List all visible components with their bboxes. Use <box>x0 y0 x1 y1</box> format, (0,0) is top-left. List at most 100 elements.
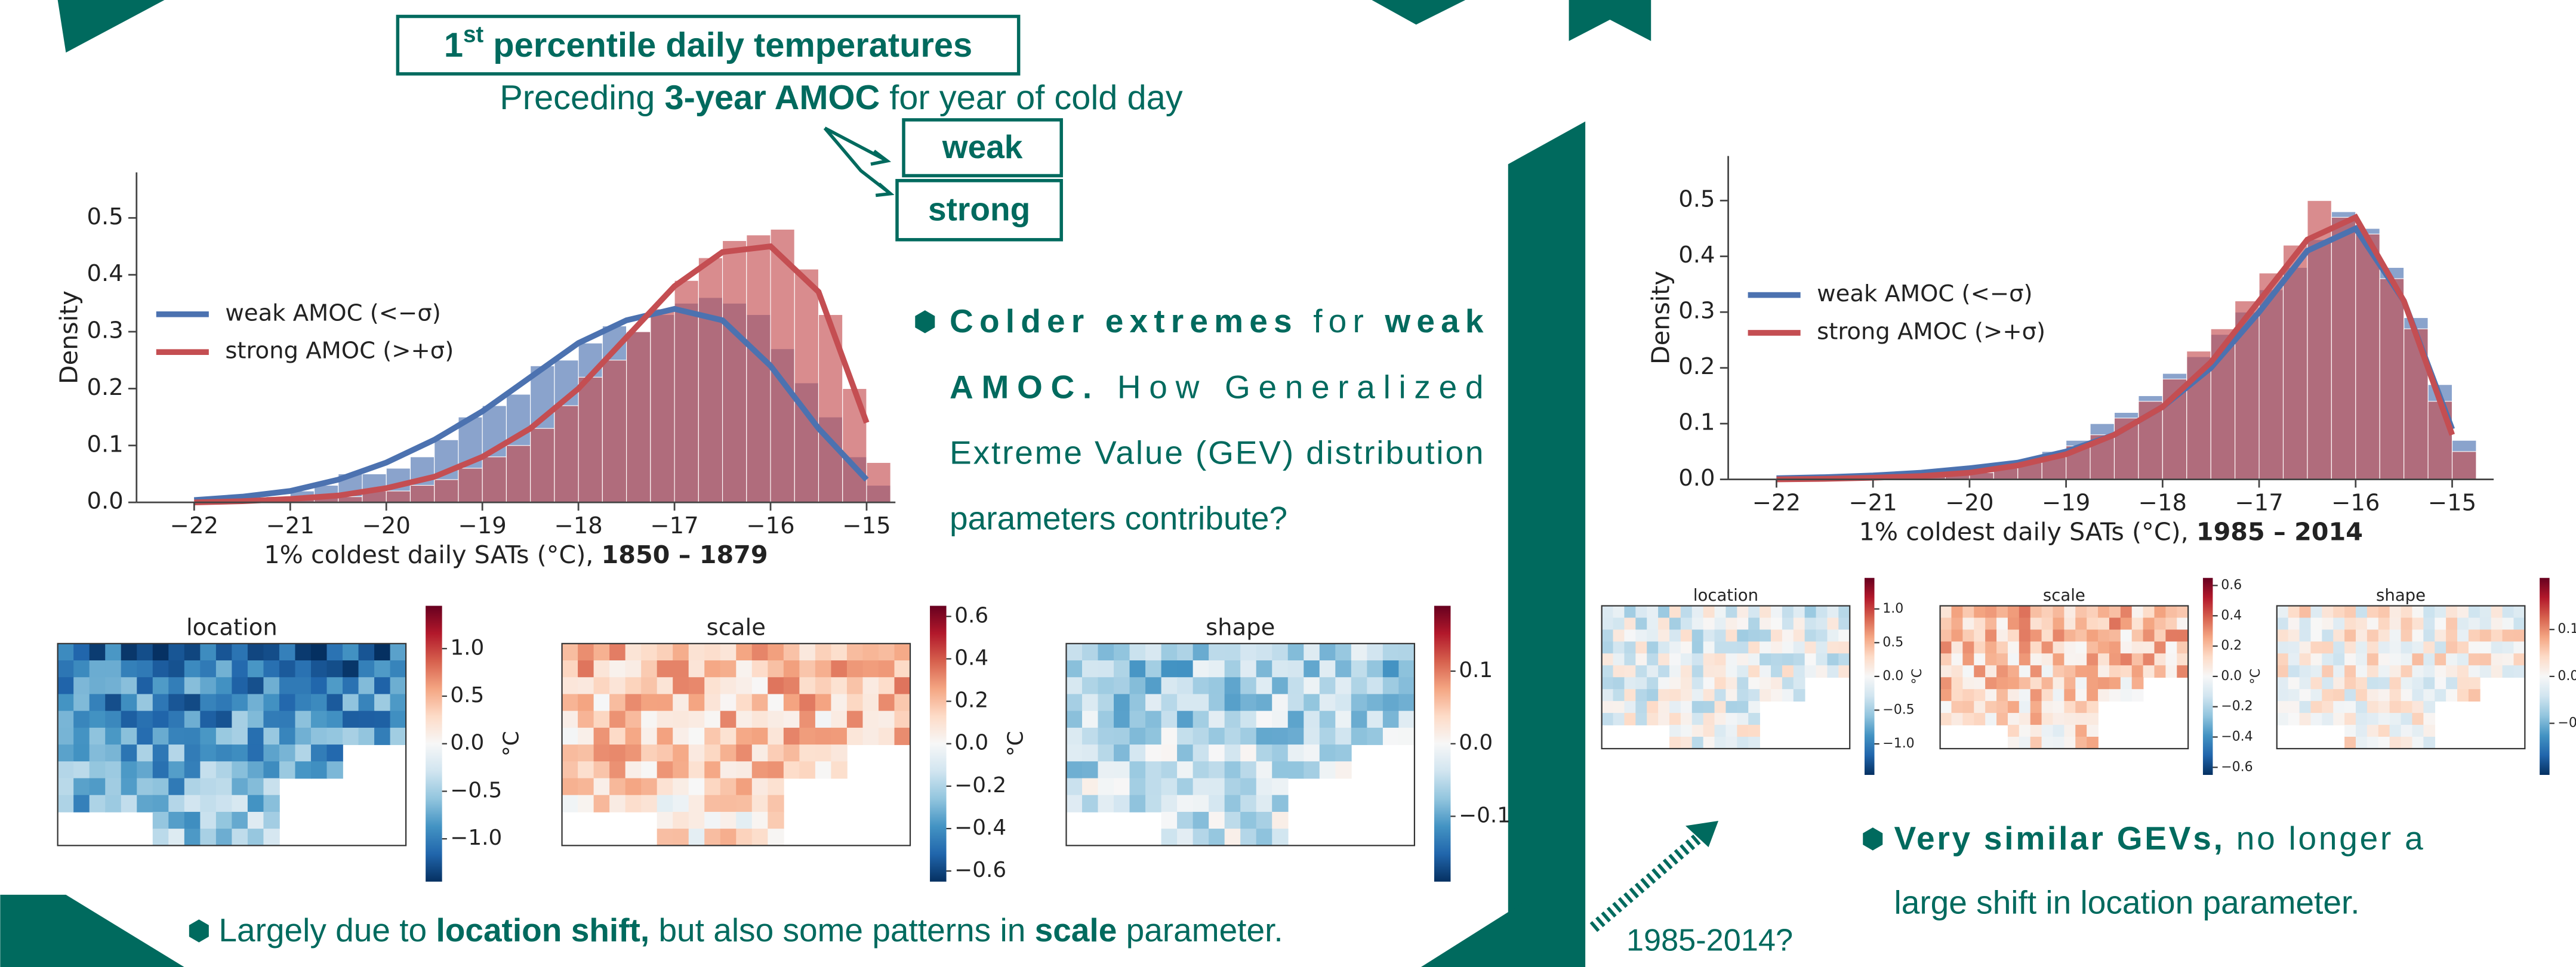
map-cell <box>1940 689 1952 702</box>
map-cell <box>2277 606 2289 619</box>
map-cell <box>2008 606 2020 619</box>
map-cell <box>232 728 248 745</box>
map-cell <box>2423 653 2435 666</box>
map-cell <box>2423 689 2435 702</box>
map-cell <box>657 644 673 661</box>
map-cell <box>1114 711 1130 728</box>
map-cell <box>1951 617 1963 630</box>
map-cell <box>2333 606 2345 619</box>
colorbar <box>1434 606 1451 882</box>
map-cell <box>374 728 390 745</box>
map-cell <box>1225 761 1241 778</box>
map-cell <box>2053 653 2065 666</box>
map-cell <box>1320 744 1336 762</box>
y-tick-label: 0.5 <box>87 203 123 230</box>
map-cell <box>1114 778 1130 796</box>
map-cell <box>2356 606 2368 619</box>
colorbar-tick-label: 0.4 <box>2221 608 2242 623</box>
map-cell <box>216 795 232 812</box>
map-cell <box>1647 701 1659 713</box>
map-cell <box>374 644 390 661</box>
map-cell <box>1335 728 1351 745</box>
map-cell <box>2344 629 2356 642</box>
map-cell <box>1635 641 1647 654</box>
map-cell <box>2446 606 2458 619</box>
map-cell <box>2075 725 2087 737</box>
map-cell <box>815 644 831 661</box>
map-cell <box>1624 713 1636 725</box>
map-cell <box>736 778 752 796</box>
map-cell <box>90 644 106 661</box>
map-cell <box>1304 660 1320 678</box>
x-tick-label: −20 <box>362 512 411 539</box>
map-cell <box>2008 677 2020 690</box>
map-cell <box>1145 744 1161 762</box>
map-cell <box>768 644 784 661</box>
map-cell <box>390 728 406 745</box>
map-cell <box>1602 701 1614 713</box>
map-cell <box>2300 713 2312 725</box>
map-cell <box>311 744 327 762</box>
map-cell <box>799 660 815 678</box>
map-cell <box>831 711 847 728</box>
map-cell <box>1962 677 1974 690</box>
map-cell <box>137 694 153 711</box>
map-cell <box>1737 641 1749 654</box>
map-cell <box>2030 641 2042 654</box>
map-cell <box>2075 701 2087 713</box>
x-tick-label: −21 <box>266 512 315 539</box>
map-cell <box>1635 689 1647 702</box>
map-cell <box>2277 701 2289 713</box>
map-cell <box>2042 606 2054 619</box>
map-cell <box>390 644 406 661</box>
map-cell <box>200 677 216 694</box>
colorbar-tick-label: 0.5 <box>1882 635 1903 650</box>
map-cell <box>673 644 689 661</box>
map-cell <box>359 644 375 661</box>
map-cell <box>1692 689 1704 702</box>
map-cell <box>862 644 879 661</box>
map-cell <box>1658 641 1670 654</box>
map-cell <box>2378 737 2390 749</box>
map-cell <box>1240 694 1256 711</box>
map-cell <box>752 761 768 778</box>
map-cell <box>2053 641 2065 654</box>
map-cell <box>657 829 673 846</box>
map-cell <box>263 812 279 829</box>
map-cell <box>1647 653 1659 666</box>
map-cell <box>1962 641 1974 654</box>
map-cell <box>1760 641 1771 654</box>
map-cell <box>1177 744 1193 762</box>
map-cell <box>2469 641 2481 654</box>
map-cell <box>1827 617 1839 630</box>
map-cell <box>1669 606 1681 619</box>
map-cell <box>327 744 343 762</box>
map-cell <box>58 660 74 678</box>
map-cell <box>2469 617 2481 630</box>
map-cell <box>1962 713 1974 725</box>
map-cell <box>248 644 264 661</box>
map-cell <box>2333 713 2345 725</box>
map-cell <box>2378 629 2390 642</box>
map-cell <box>2378 713 2390 725</box>
map-cell <box>2087 665 2099 678</box>
map-cell <box>1681 737 1693 749</box>
map-cell <box>2143 606 2155 619</box>
map-cell <box>1114 761 1130 778</box>
map-cell <box>1748 617 1760 630</box>
map-cell <box>1715 665 1727 678</box>
map-cell <box>1256 677 1272 694</box>
map-cell <box>1624 641 1636 654</box>
map-cell <box>2064 713 2076 725</box>
map-cell <box>2491 617 2503 630</box>
map-cell <box>1816 641 1828 654</box>
map-cell <box>263 778 279 796</box>
map-cell <box>1066 694 1082 711</box>
map-cell <box>2322 606 2334 619</box>
map-cell <box>263 761 279 778</box>
map-cell <box>2075 689 2087 702</box>
map-cell <box>720 761 737 778</box>
map-title: location <box>186 614 278 641</box>
map-cell <box>2064 677 2076 690</box>
map-cell <box>2513 617 2525 630</box>
